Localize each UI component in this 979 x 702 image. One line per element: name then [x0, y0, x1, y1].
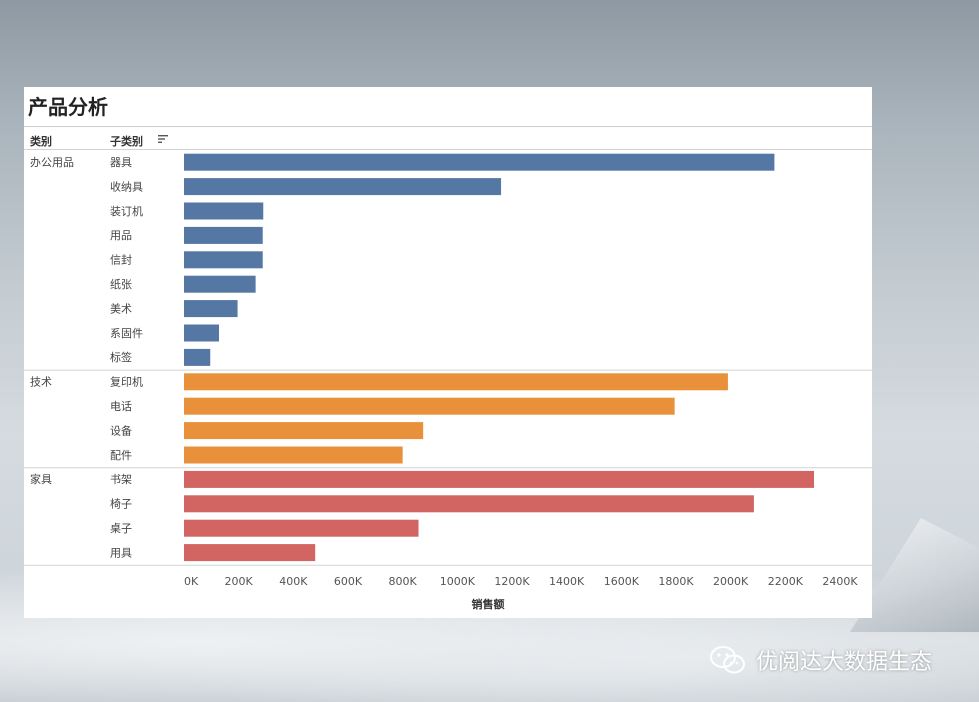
x-tick-label: 1200K — [494, 575, 530, 588]
bar — [184, 300, 238, 318]
x-tick-label: 1000K — [440, 575, 476, 588]
bar — [184, 373, 728, 391]
subcategory-label: 椅子 — [110, 497, 132, 511]
subcategory-label: 配件 — [110, 449, 132, 462]
subcategory-label: 收纳具 — [110, 179, 143, 193]
subcategory-label: 书架 — [110, 473, 132, 486]
bar — [184, 153, 775, 171]
subcategory-label: 器具 — [110, 156, 132, 169]
subcategory-label: 用品 — [110, 229, 132, 242]
title-divider — [24, 126, 872, 127]
watermark: 优阅达大数据生态 — [708, 642, 932, 678]
category-label: 办公用品 — [30, 156, 74, 169]
watermark-text: 优阅达大数据生态 — [756, 650, 933, 675]
bar — [184, 251, 263, 269]
subcategory-label: 信封 — [110, 253, 132, 267]
sort-icon[interactable] — [158, 134, 168, 144]
x-tick-label: 200K — [225, 575, 254, 588]
chart-panel: 产品分析 类别 子类别 办公用品 器具收纳具装订机用品信封纸张美术系固件标签技术 复… — [24, 87, 872, 618]
subcategory-label: 用具 — [110, 546, 132, 559]
chart-title: 产品分析 — [28, 95, 108, 119]
x-tick-label: 0K — [184, 575, 199, 588]
subcategory-label: 电话 — [110, 400, 132, 413]
subcategory-label: 标签 — [110, 350, 132, 364]
bar — [184, 324, 219, 342]
bar — [184, 275, 256, 293]
bar — [184, 202, 264, 220]
header-divider — [24, 149, 872, 150]
subcategory-label: 复印机 — [110, 375, 143, 389]
subcategory-header[interactable]: 子类别 — [110, 135, 143, 148]
bar — [184, 470, 815, 488]
x-tick-label: 600K — [334, 575, 363, 588]
bar — [184, 178, 502, 196]
subcategory-label: 装订机 — [110, 204, 143, 218]
bar — [184, 446, 403, 464]
subcategory-label: 设备 — [110, 423, 132, 437]
category-header[interactable]: 类别 — [30, 135, 52, 148]
bar — [184, 226, 263, 244]
x-tick-label: 2000K — [713, 575, 749, 588]
category-label: 家具 — [30, 472, 52, 486]
x-tick-label: 1600K — [604, 575, 640, 588]
bar — [184, 397, 675, 415]
wechat-icon — [710, 646, 745, 674]
bar — [184, 348, 211, 366]
x-tick-label: 800K — [389, 575, 418, 588]
subcategory-label: 系固件 — [110, 327, 143, 340]
x-tick-label: 400K — [279, 575, 308, 588]
x-tick-label: 1400K — [549, 575, 585, 588]
x-tick-label: 1800K — [658, 575, 694, 588]
bar — [184, 519, 419, 537]
x-axis-label: 销售额 — [472, 597, 505, 611]
subcategory-label: 桌子 — [110, 522, 132, 535]
bar — [184, 422, 424, 440]
subcategory-label: 纸张 — [110, 278, 132, 291]
bar — [184, 544, 316, 562]
bar — [184, 495, 754, 513]
x-tick-label: 2200K — [768, 575, 804, 588]
category-label: 技术 — [30, 376, 52, 389]
subcategory-label: 美术 — [110, 302, 132, 315]
x-tick-label: 2400K — [822, 575, 858, 588]
